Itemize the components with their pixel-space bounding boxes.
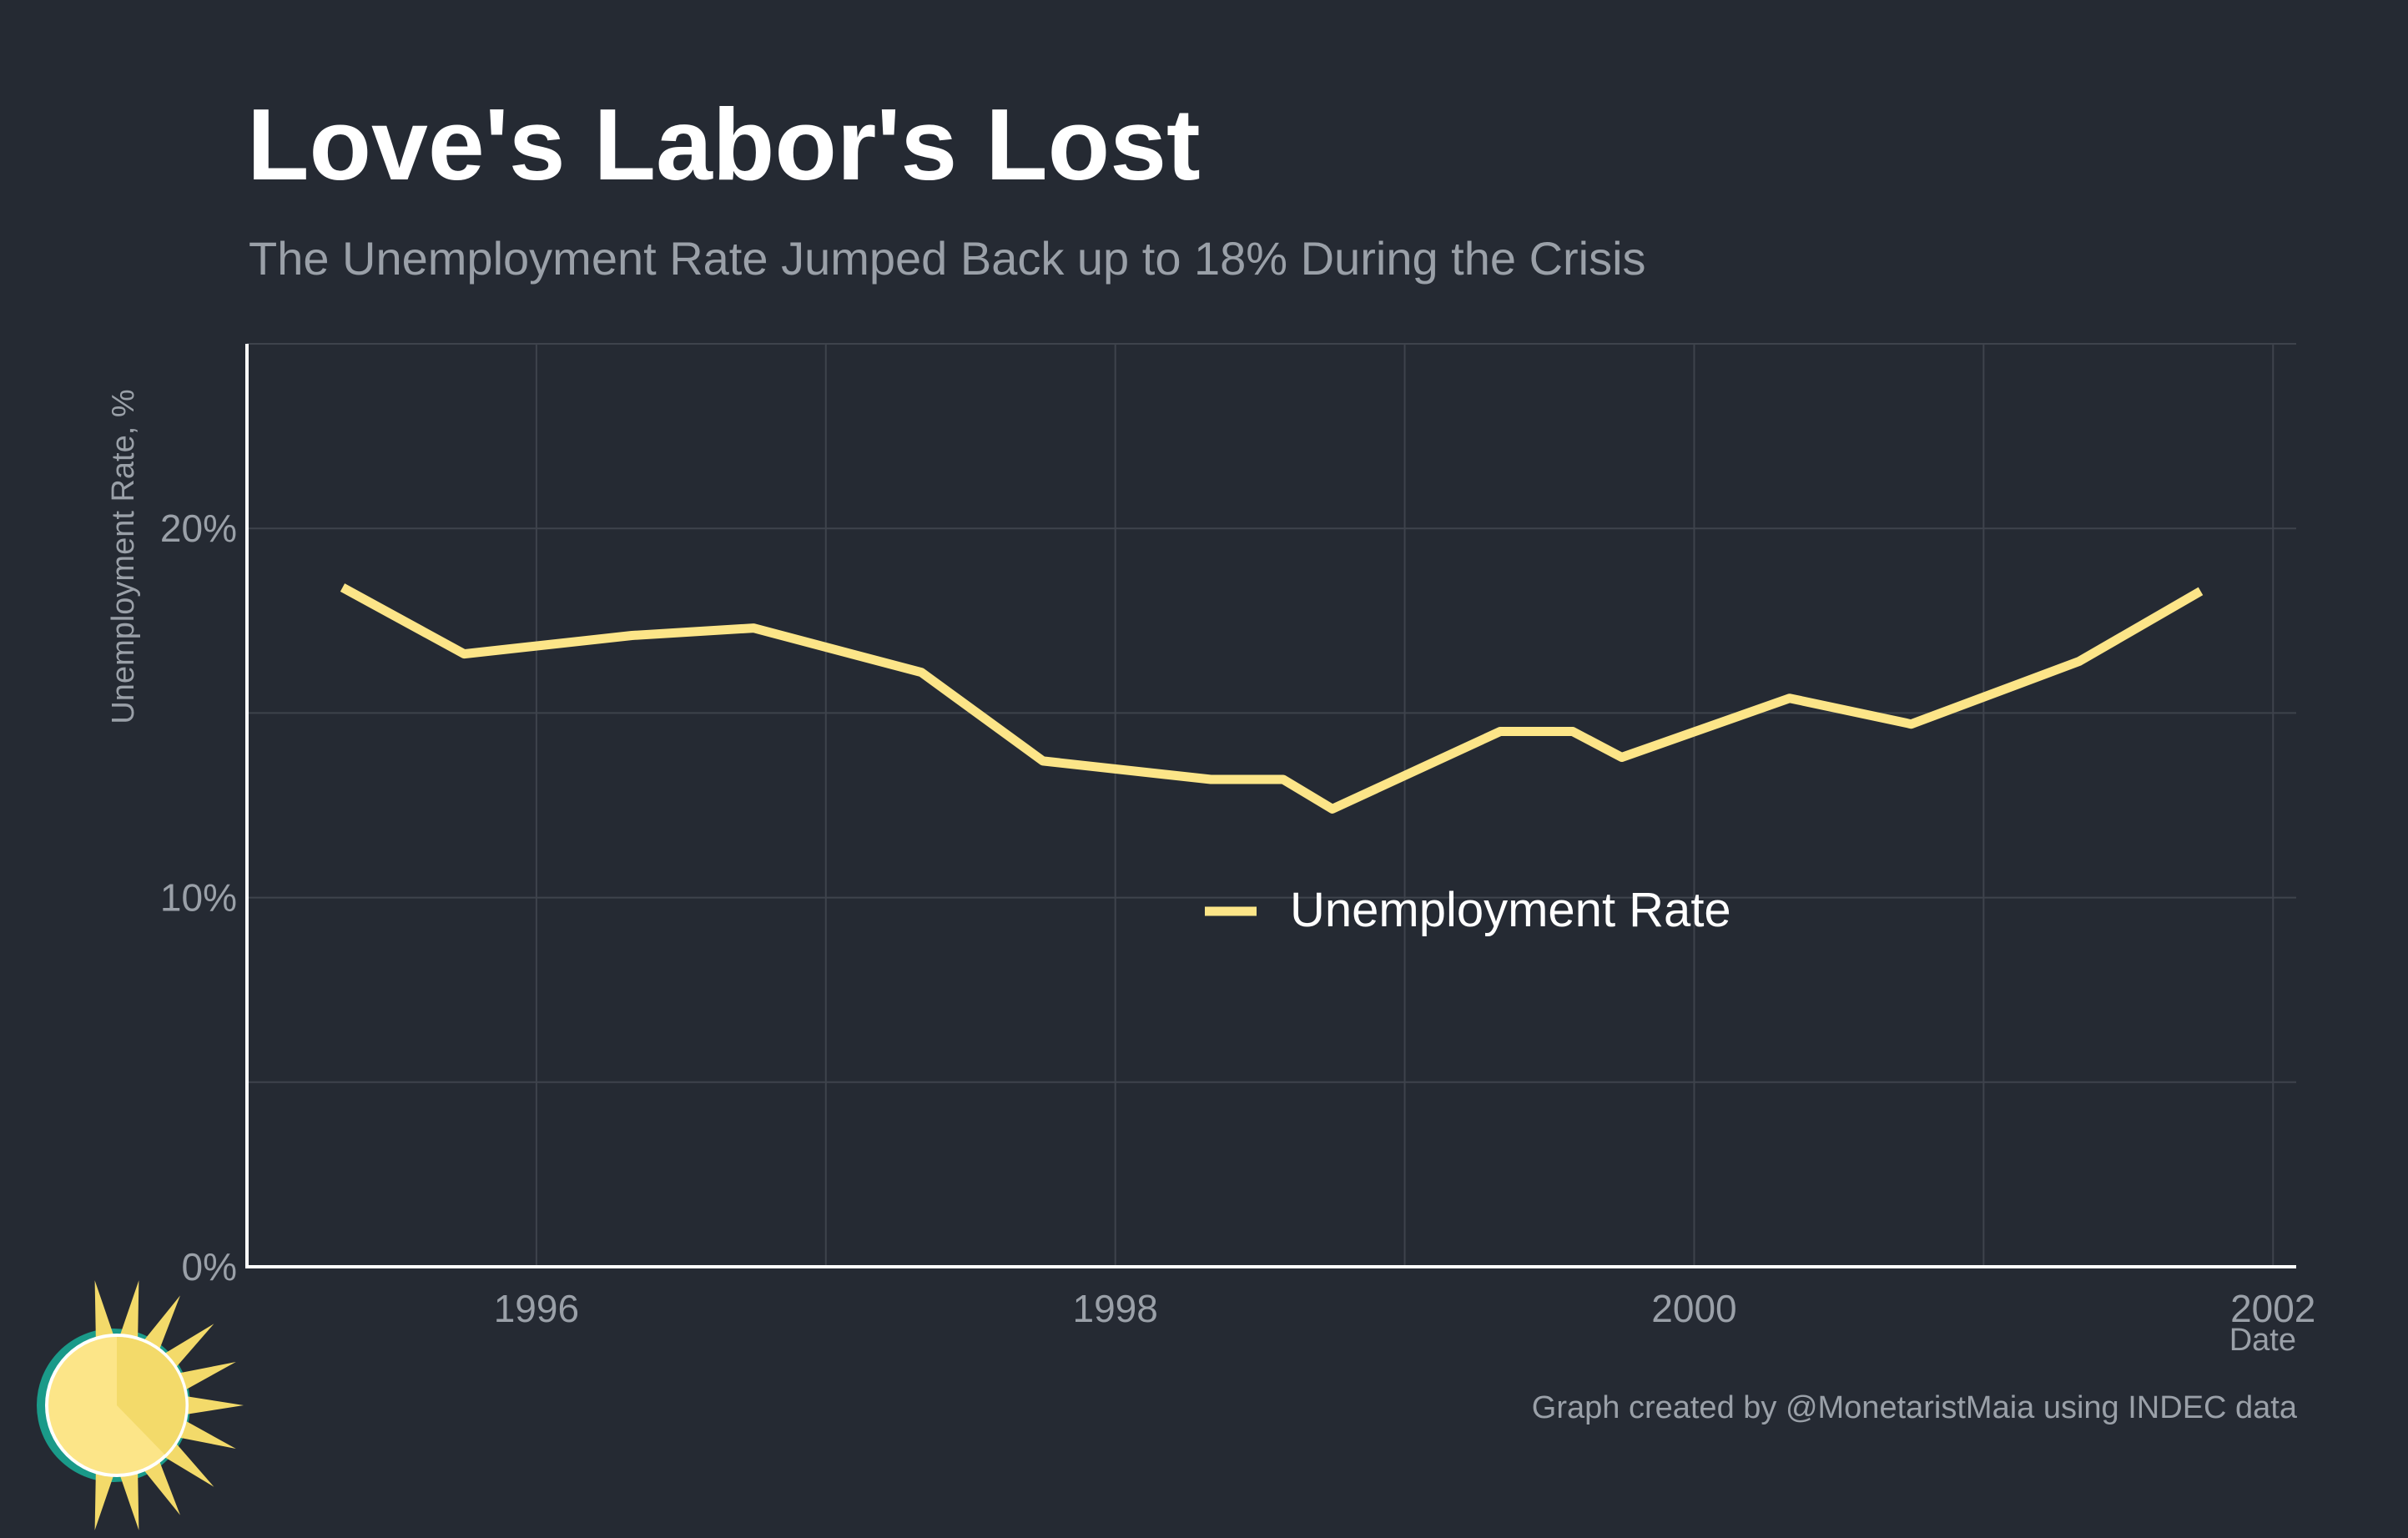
chart-subtitle: The Unemployment Rate Jumped Back up to …: [249, 232, 1646, 285]
axes: [245, 344, 2296, 1268]
logo-ray: [139, 1295, 180, 1357]
logo-ray: [172, 1417, 236, 1449]
y-tick-label: 10%: [160, 876, 237, 920]
logo-sun-shade: [117, 1336, 186, 1455]
x-axis-label: Date: [2229, 1323, 2296, 1358]
x-tick-label: 2002: [2230, 1287, 2315, 1330]
x-tick-label: 1996: [494, 1287, 579, 1330]
sun-logo-icon: [37, 1280, 244, 1530]
source-caption: Graph created by @MonetaristMaia using I…: [1531, 1390, 2297, 1425]
legend: Unemployment Rate: [1205, 883, 1731, 937]
logo-ray: [118, 1465, 139, 1530]
logo-ray: [172, 1362, 236, 1394]
x-tick-label: 1998: [1073, 1287, 1158, 1330]
tick-labels: 0% 10% 20% 1996 1998 2000 2002: [160, 507, 2315, 1330]
y-tick-label: 0%: [182, 1245, 237, 1288]
logo-ray: [179, 1394, 244, 1416]
y-axis-label: Unemployment Rate, %: [106, 389, 141, 724]
series-layer: [340, 583, 2204, 814]
chart-title: Love's Labor's Lost: [247, 88, 1201, 201]
x-tick-label: 2000: [1651, 1287, 1736, 1330]
logo-ray: [94, 1280, 116, 1346]
y-tick-label: 20%: [160, 507, 237, 550]
grid-lines: [247, 343, 2296, 1267]
series-line-0: [340, 583, 2204, 814]
legend-label: Unemployment Rate: [1290, 883, 1731, 937]
logo-ray: [139, 1454, 180, 1515]
logo-ray: [94, 1465, 116, 1530]
logo-ray: [118, 1280, 139, 1346]
